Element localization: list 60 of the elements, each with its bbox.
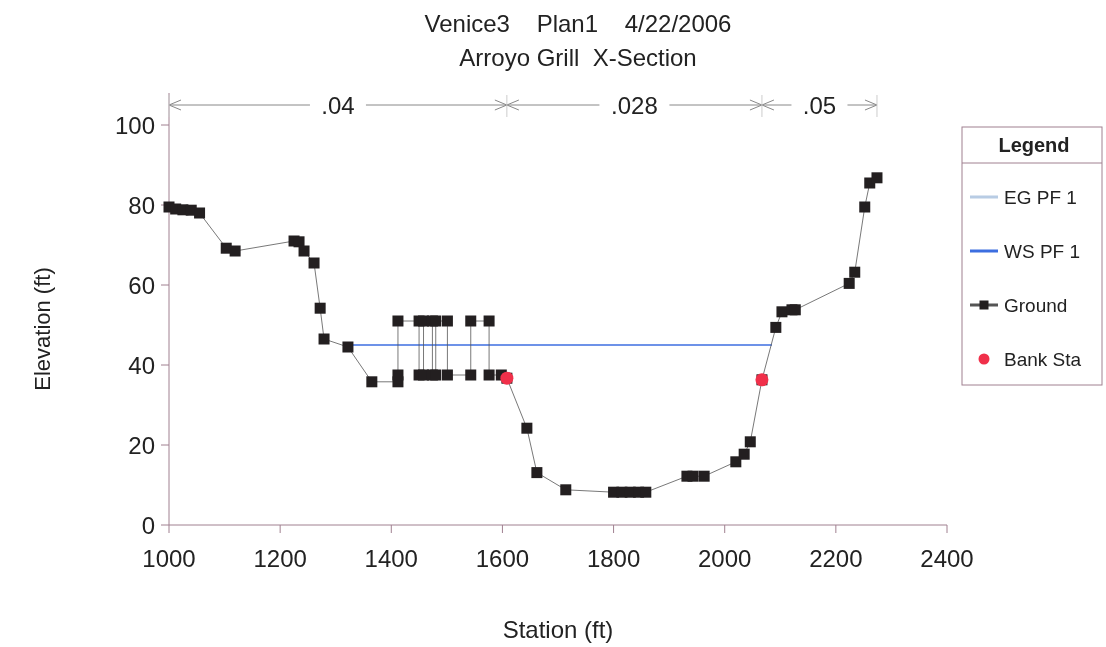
x-tick-label: 1000 [142,545,196,572]
point [441,369,453,381]
y-tick-label: 60 [128,272,155,299]
point [849,266,861,278]
point [465,369,477,381]
y-tick-label: 20 [128,432,155,459]
point [483,369,495,381]
point [738,448,750,460]
x-tick-label: 1600 [475,545,530,572]
point [318,333,330,345]
point [843,277,855,289]
point [314,302,326,314]
x-tick-label: 2200 [809,545,863,572]
point [744,436,756,448]
y-tick-label: 40 [128,352,155,379]
annotation: .05 [802,92,837,119]
x-axis-title: Station (ft) [502,616,614,643]
y-tick-label: 100 [114,112,155,139]
point [859,201,871,213]
y-tick-label: 0 [141,512,155,539]
point [308,257,320,269]
point [698,470,710,482]
point [770,321,782,333]
point [293,236,305,248]
point [366,376,378,388]
point [640,486,652,498]
point [441,315,453,327]
point [531,467,543,479]
point [730,456,742,468]
point [392,315,404,327]
point [871,172,883,184]
point [342,341,354,353]
point [465,315,477,327]
point [298,245,310,257]
point [430,369,442,381]
chart-title: Venice3 Plan1 4/22/2006 [424,10,732,37]
point [776,306,788,318]
x-tick-label: 1800 [586,545,641,572]
legend-label: WS PF 1 [1004,241,1081,262]
point [521,422,533,434]
point [483,315,495,327]
annotation: .028 [611,92,658,119]
y-axis-title: Elevation (ft) [30,267,55,391]
chart-subtitle: Arroyo Grill X-Section [459,44,697,71]
legend-label: Ground [1004,295,1068,316]
point [194,207,206,219]
point [392,369,404,381]
point [560,484,572,496]
point [430,315,442,327]
point [687,470,699,482]
x-tick-label: 1200 [253,545,307,572]
x-tick-label: 2400 [920,545,974,572]
x-tick-label: 2000 [698,545,752,572]
annotation: .04 [321,92,355,119]
legend-title: Legend [998,134,1070,156]
legend-label: Bank Sta [1004,349,1082,370]
x-tick-label: 1400 [364,545,418,572]
y-tick-label: 80 [128,192,155,219]
point [229,245,241,257]
legend-label: EG PF 1 [1004,187,1077,208]
